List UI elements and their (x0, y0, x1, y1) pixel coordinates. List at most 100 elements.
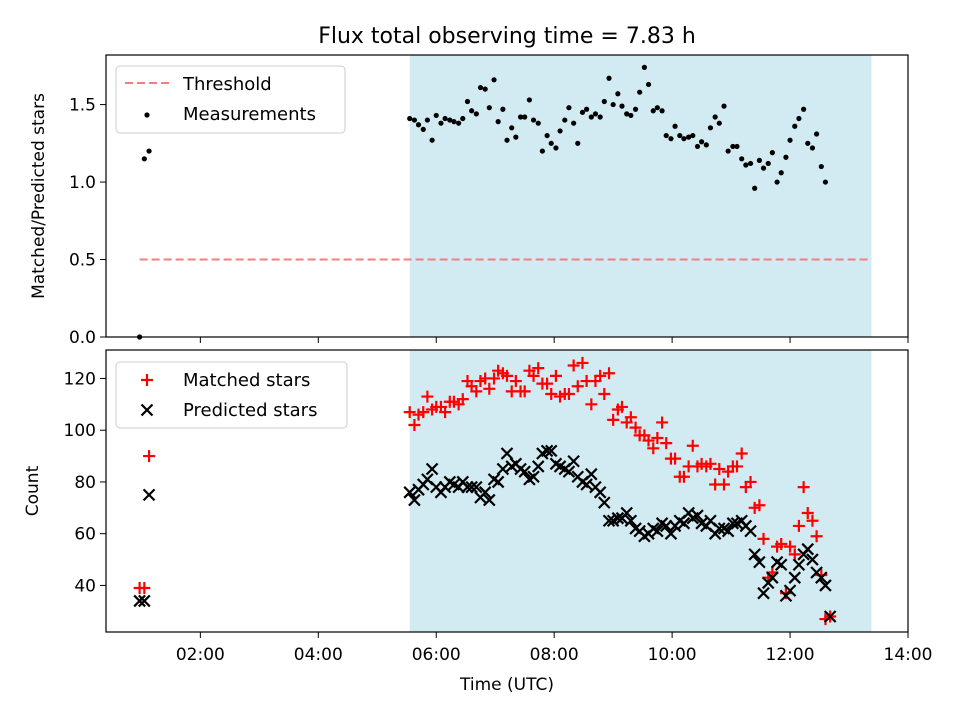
measurement-point (606, 75, 612, 81)
predicted-star-point (783, 584, 797, 597)
ratio-legend-box (115, 65, 346, 134)
ratio-y-tick-label: 0.5 (69, 251, 96, 271)
measurement-point (464, 98, 471, 105)
matched-star-point (735, 447, 748, 460)
measurement-point (566, 105, 572, 111)
matched-star-point (456, 393, 469, 406)
matched-star-point (797, 481, 810, 494)
measurement-point (690, 132, 696, 139)
matched-star-point (545, 387, 558, 400)
predicted-star-point (544, 444, 558, 458)
time-x-tick-label: 12:00 (766, 645, 815, 665)
measurement-point (686, 134, 692, 140)
measurement-point (553, 145, 559, 151)
predicted-star-point (478, 486, 492, 499)
matched-star-point (408, 419, 421, 432)
matched-star-point (527, 369, 540, 382)
predicted-star-point (819, 579, 832, 592)
count-y-tick-label: 40 (74, 576, 96, 596)
time-x-tick-label: 14:00 (884, 645, 933, 665)
measurement-point (809, 145, 816, 151)
measurement-point (601, 98, 607, 105)
legend-matched-label: Matched stars (183, 370, 310, 391)
measurement-point (624, 111, 630, 117)
predicted-star-point (602, 514, 616, 528)
measurement-point (769, 150, 775, 156)
measurement-point (783, 154, 789, 160)
matched-star-point (784, 540, 797, 553)
predicted-star-point (496, 462, 510, 476)
measurement-point (451, 119, 457, 125)
matched-star-point (704, 457, 717, 470)
measurement-point (433, 112, 439, 119)
matched-star-point (788, 548, 801, 561)
measurement-point (438, 120, 444, 126)
time-x-tick-label: 04:00 (294, 645, 343, 665)
predicted-star-point (593, 486, 607, 499)
measurement-point (801, 106, 807, 112)
measurement-point (486, 105, 492, 111)
matched-star-point (541, 377, 554, 390)
measurement-point (495, 119, 501, 125)
legend-measurements-swatch (144, 112, 150, 118)
measurement-point (743, 162, 749, 168)
measurement-point (469, 108, 475, 114)
count-y-axis-label: Count (23, 465, 43, 516)
predicted-star-point (823, 610, 837, 623)
ratio-y-tick-label: 1.0 (69, 173, 96, 193)
measurement-point (659, 108, 665, 114)
matched-star-point (567, 359, 580, 372)
predicted-star-point (806, 553, 819, 566)
measurement-point (575, 140, 581, 146)
matched-star-point (669, 452, 682, 465)
measurement-point (610, 101, 616, 108)
matched-star-point (403, 406, 416, 419)
measurement-points (137, 64, 829, 340)
measurement-point (530, 117, 537, 123)
matched-star-point (656, 416, 669, 429)
measurement-point (707, 125, 714, 131)
predicted-star-point (562, 465, 576, 478)
measurement-point (699, 139, 705, 145)
measurement-point (557, 128, 563, 134)
matched-stars-points (133, 356, 837, 626)
time-x-axis-label: Time (UTC) (459, 675, 554, 695)
measurement-point (456, 120, 462, 126)
measurement-point (544, 132, 550, 139)
matched-star-point (629, 421, 642, 434)
predicted-star-point (470, 480, 483, 494)
matched-star-point (576, 356, 589, 369)
matched-star-point (598, 387, 611, 400)
measurement-point (411, 117, 418, 123)
predicted-stars-points (133, 444, 837, 623)
matched-star-point (571, 380, 584, 393)
measurement-point (504, 137, 510, 143)
predicted-star-point (403, 486, 416, 499)
matched-star-point (509, 375, 522, 388)
matched-star-point (138, 582, 151, 595)
predicted-star-point (133, 594, 146, 608)
matched-star-point (470, 385, 483, 398)
measurement-point (146, 148, 152, 154)
predicted-star-point (425, 462, 439, 476)
measurement-point (509, 125, 515, 131)
predicted-star-point (465, 480, 478, 494)
legend-predicted-label: Predicted stars (183, 400, 317, 421)
matched-star-point (810, 530, 823, 543)
matched-star-point (730, 460, 743, 473)
predicted-star-point (598, 496, 611, 509)
measurement-point (734, 143, 740, 150)
measurement-point (703, 142, 709, 148)
measurement-point (747, 160, 754, 167)
matched-star-point (549, 369, 562, 382)
predicted-star-point (500, 447, 514, 460)
predicted-star-point (527, 470, 540, 484)
measurement-point (429, 137, 435, 143)
matched-star-point (607, 413, 620, 426)
measurement-point (420, 126, 426, 132)
matched-star-point (744, 475, 757, 488)
measurement-point (141, 156, 147, 162)
measurement-point (694, 143, 701, 150)
measurement-point (548, 140, 554, 146)
